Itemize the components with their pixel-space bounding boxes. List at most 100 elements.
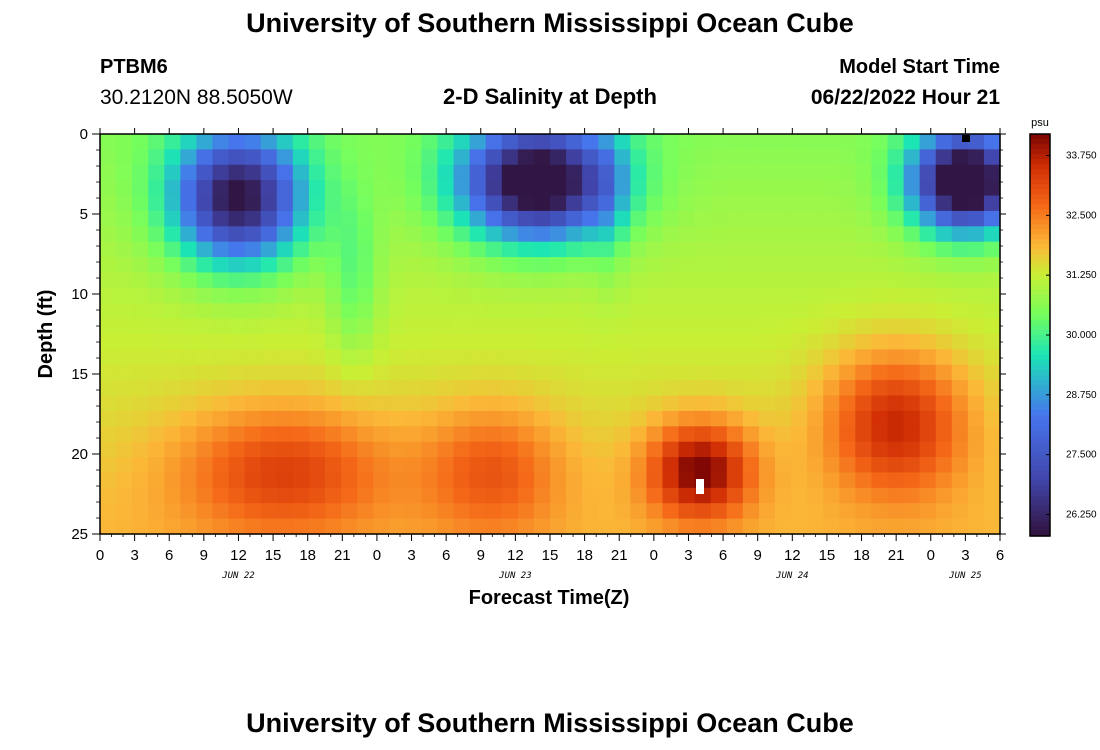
heatmap-cell	[357, 257, 374, 274]
heatmap-cell	[485, 487, 503, 504]
heatmap-cell	[646, 287, 664, 304]
heatmap-cell	[678, 226, 696, 243]
heatmap-cell	[469, 195, 487, 212]
heatmap-cell	[421, 149, 439, 166]
heatmap-cell	[244, 503, 262, 520]
heatmap-cell	[212, 349, 230, 366]
colorbar-segment	[1030, 460, 1050, 467]
heatmap-cell	[710, 195, 728, 212]
heatmap-cell	[903, 226, 921, 243]
min-marker	[696, 479, 704, 494]
heatmap-cell	[614, 410, 631, 427]
heatmap-cell	[823, 380, 840, 397]
heatmap-cell	[325, 241, 342, 258]
x-tick-label: 21	[888, 547, 905, 564]
colorbar-segment	[1030, 425, 1050, 432]
heatmap-cell	[196, 457, 214, 474]
heatmap-cell	[373, 287, 390, 304]
heatmap-cell	[100, 318, 117, 335]
heatmap-cell	[517, 487, 535, 504]
heatmap-cell	[292, 318, 310, 335]
heatmap-cell	[244, 334, 262, 350]
heatmap-cell	[742, 257, 760, 274]
heatmap-cell	[164, 472, 181, 489]
heatmap-cell	[967, 257, 985, 274]
heatmap-cell	[758, 318, 776, 335]
heatmap-cell	[919, 518, 937, 535]
heatmap-cell	[437, 334, 455, 350]
heatmap-cell	[276, 472, 294, 489]
heatmap-cell	[373, 472, 390, 489]
heatmap-cell	[678, 334, 696, 350]
heatmap-cell	[742, 180, 760, 197]
heatmap-cell	[244, 287, 262, 304]
heatmap-cell	[694, 518, 712, 535]
heatmap-cell	[758, 472, 776, 489]
heatmap-cell	[630, 303, 648, 320]
heatmap-cell	[694, 195, 712, 212]
heatmap-cell	[164, 457, 181, 474]
heatmap-cell	[132, 410, 149, 427]
heatmap-cell	[630, 241, 648, 258]
heatmap-cell	[228, 395, 246, 412]
heatmap-cell	[533, 149, 551, 166]
colorbar-segment	[1030, 324, 1050, 331]
heatmap-cell	[614, 180, 631, 197]
heatmap-cell	[614, 210, 631, 227]
heatmap-cell	[630, 364, 648, 381]
colorbar-segment	[1030, 274, 1050, 281]
heatmap-cell	[389, 349, 406, 366]
heatmap-cell	[710, 226, 728, 243]
heatmap-cell	[967, 410, 985, 427]
heatmap-cell	[550, 149, 567, 166]
heatmap-cell	[180, 149, 198, 166]
heatmap-cell	[485, 518, 503, 535]
heatmap-cell	[325, 272, 342, 289]
heatmap-cell	[405, 303, 423, 320]
heatmap-cell	[325, 303, 342, 320]
colorbar-segment	[1030, 284, 1050, 291]
heatmap-cell	[758, 349, 776, 366]
heatmap-cell	[662, 210, 680, 227]
heatmap-cell	[260, 349, 278, 366]
heatmap-cell	[421, 180, 439, 197]
heatmap-cell	[357, 410, 374, 427]
heatmap-cell	[791, 457, 808, 474]
heatmap-cell	[421, 318, 439, 335]
heatmap-cell	[405, 472, 423, 489]
heatmap-cell	[951, 287, 969, 304]
heatmap-cell	[148, 287, 165, 304]
date-label: JUN 23	[498, 571, 532, 581]
heatmap-cell	[855, 334, 873, 350]
heatmap-cell	[807, 257, 824, 274]
heatmap-cell	[148, 349, 165, 366]
heatmap-cell	[437, 257, 455, 274]
heatmap-cell	[373, 426, 390, 443]
heatmap-cell	[598, 334, 615, 350]
heatmap-cell	[935, 503, 953, 520]
heatmap-cell	[919, 380, 937, 397]
heatmap-cell	[501, 349, 519, 366]
date-label: JUN 24	[775, 571, 809, 581]
heatmap-cell	[469, 318, 487, 335]
heatmap-cell	[469, 472, 487, 489]
heatmap-cell	[421, 134, 439, 150]
heatmap-cell	[903, 426, 921, 443]
heatmap-cell	[887, 180, 905, 197]
heatmap-cell	[726, 149, 744, 166]
heatmap-cell	[148, 318, 165, 335]
heatmap-cell	[164, 287, 181, 304]
heatmap-cell	[405, 503, 423, 520]
heatmap-cell	[967, 349, 985, 366]
heatmap-cell	[935, 195, 953, 212]
heatmap-cell	[710, 210, 728, 227]
colorbar-segment	[1030, 420, 1050, 427]
colorbar-tick-label: 31.250	[1066, 270, 1097, 281]
heatmap-cell	[292, 134, 310, 150]
heatmap-cell	[517, 303, 535, 320]
heatmap-cell	[646, 334, 664, 350]
heatmap-cell	[341, 457, 358, 474]
heatmap-cell	[775, 334, 792, 350]
heatmap-cell	[501, 395, 519, 412]
heatmap-cell	[710, 410, 728, 427]
